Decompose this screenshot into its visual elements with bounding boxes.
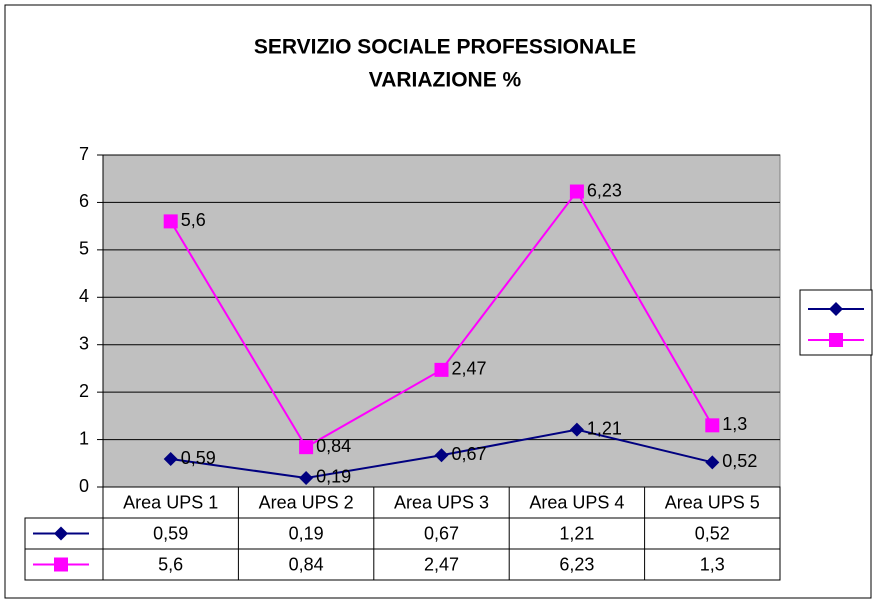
chart-title: SERVIZIO SOCIALE PROFESSIONALE [254,36,636,59]
y-tick-label: 6 [79,191,89,211]
y-tick-label: 7 [79,144,89,164]
table-cell: 0,67 [424,523,459,543]
plot-area [102,154,781,488]
table-cell: 1,3 [700,554,725,574]
data-label: 6,23 [587,180,622,200]
legend-key [54,526,68,541]
table-cell: 0,59 [153,523,188,543]
y-tick-label: 2 [79,381,89,401]
table-cell: 0,84 [289,554,324,574]
table-cell: 0,19 [289,523,324,543]
chart-title: VARIAZIONE % [369,69,522,92]
table-cell: 1,21 [559,523,594,543]
data-label: 0,84 [316,436,351,456]
x-tick-label: Area UPS 2 [259,492,354,512]
data-label: 0,19 [316,467,351,487]
x-tick-label: Area UPS 4 [529,492,624,512]
legend-key [54,557,68,572]
table-cell: 0,52 [695,523,730,543]
table-cell: 2,47 [424,554,459,574]
data-point [299,440,314,455]
legend-key [829,302,843,316]
data-point [569,422,584,437]
x-tick-label: Area UPS 3 [394,492,489,512]
legend-key [829,333,843,347]
data-point [299,470,314,485]
data-label: 0,67 [452,444,487,464]
data-label: 0,52 [722,451,757,471]
data-point [163,452,178,467]
data-point [434,362,449,377]
data-point [705,418,720,433]
y-tick-label: 1 [79,428,89,448]
y-tick-label: 5 [79,239,89,259]
y-tick-label: 3 [79,333,89,353]
y-tick-label: 0 [79,476,89,496]
table-cell: 5,6 [158,554,183,574]
x-tick-label: Area UPS 1 [123,492,218,512]
data-label: 5,6 [181,210,206,230]
x-tick-label: Area UPS 5 [665,492,760,512]
data-point [705,455,720,470]
data-point [434,448,449,463]
data-label: 1,3 [722,414,747,434]
data-label: 1,21 [587,418,622,438]
y-tick-label: 4 [79,286,89,306]
data-point [163,214,178,229]
data-point [569,184,584,199]
table-cell: 6,23 [559,554,594,574]
data-label: 0,59 [181,448,216,468]
data-label: 2,47 [452,359,487,379]
